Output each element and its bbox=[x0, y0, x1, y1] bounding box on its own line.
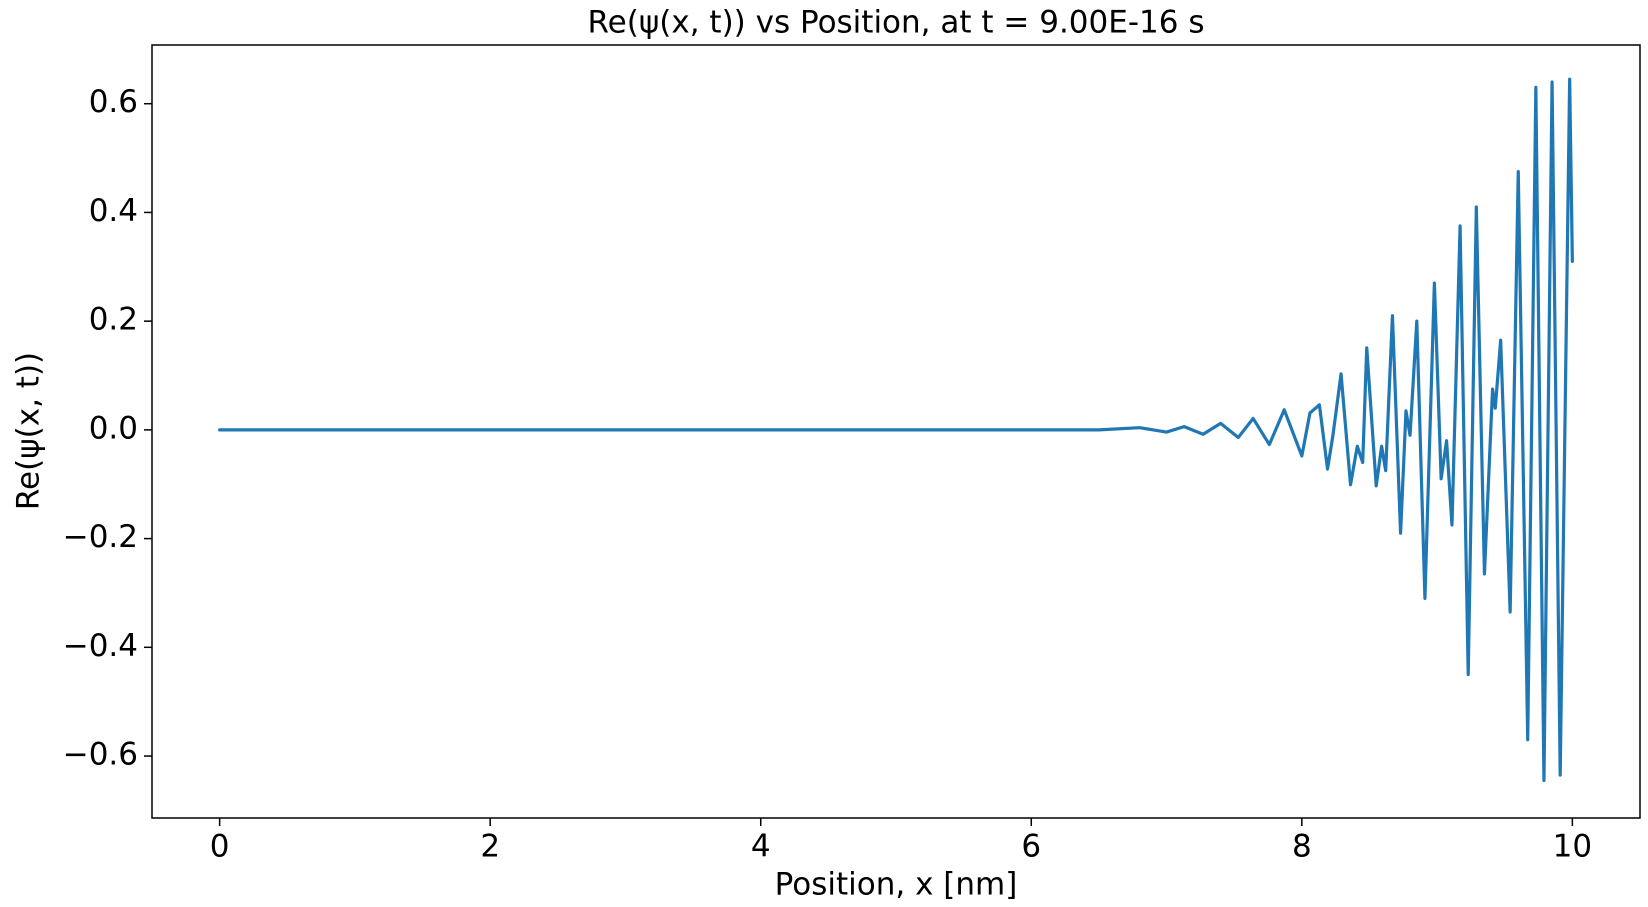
x-axis-label: Position, x [nm] bbox=[775, 867, 1018, 903]
x-tick-label: 10 bbox=[1553, 829, 1592, 865]
plot-frame bbox=[151, 44, 1641, 819]
x-tick-label: 0 bbox=[210, 829, 230, 865]
y-tick-label: 0.6 bbox=[89, 84, 138, 120]
y-tick-label: −0.4 bbox=[63, 628, 138, 664]
x-tick-label: 2 bbox=[480, 829, 500, 865]
y-axis-label: Re(ψ(x, t)) bbox=[11, 352, 47, 510]
x-tick-label: 4 bbox=[751, 829, 771, 865]
data-line bbox=[218, 77, 1574, 783]
x-tick-label: 6 bbox=[1021, 829, 1041, 865]
y-tick-label: −0.6 bbox=[63, 737, 138, 773]
chart-title: Re(ψ(x, t)) vs Position, at t = 9.00E-16… bbox=[588, 5, 1205, 41]
y-tick-label: −0.2 bbox=[63, 519, 138, 555]
x-tick-label: 8 bbox=[1292, 829, 1312, 865]
y-tick-label: 0.0 bbox=[89, 410, 138, 446]
y-tick-label: 0.4 bbox=[89, 193, 138, 229]
y-tick-label: 0.2 bbox=[89, 302, 138, 338]
